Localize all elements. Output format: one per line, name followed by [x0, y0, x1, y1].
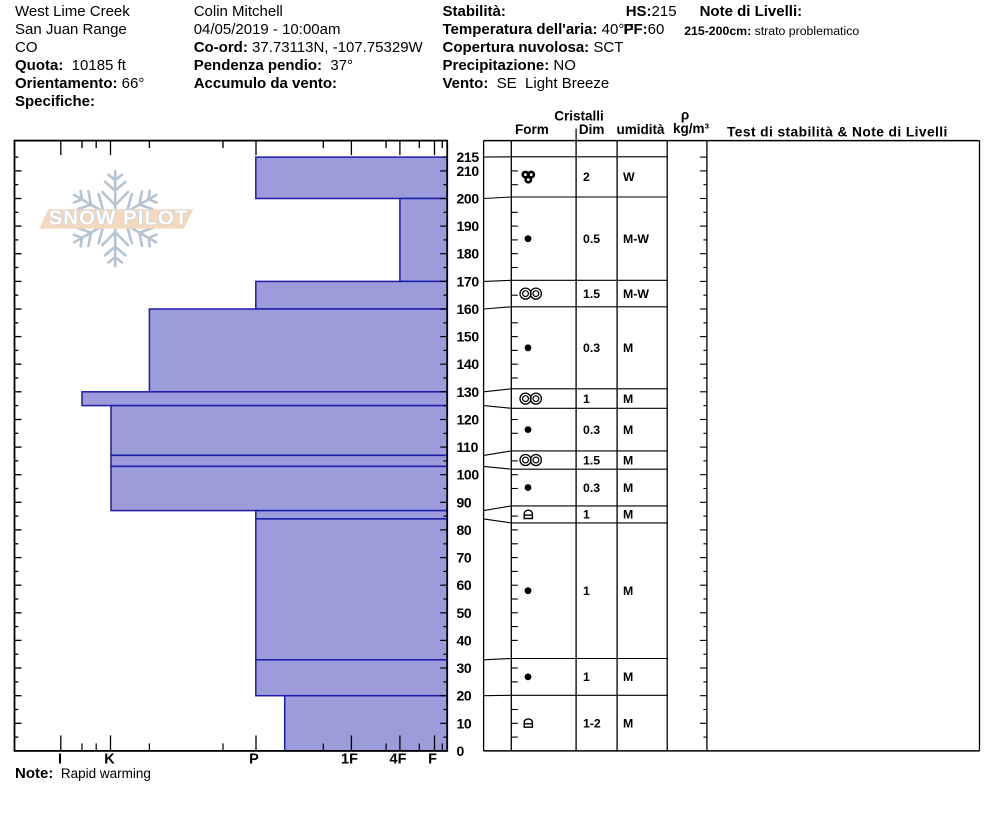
svg-text:M: M	[623, 392, 633, 406]
svg-text:M: M	[623, 508, 633, 522]
svg-text:150: 150	[457, 329, 480, 345]
svg-text:0.3: 0.3	[583, 341, 600, 355]
svg-text:M: M	[623, 481, 633, 495]
svg-text:F: F	[428, 752, 437, 768]
svg-text:40: 40	[457, 632, 472, 648]
svg-text:110: 110	[457, 439, 479, 455]
svg-text:1: 1	[583, 584, 590, 598]
svg-text:90: 90	[457, 494, 472, 510]
svg-text:P: P	[249, 752, 259, 768]
svg-text:M-W: M-W	[623, 287, 649, 301]
svg-text:1: 1	[583, 670, 590, 684]
svg-text:20: 20	[457, 688, 472, 704]
svg-text:I: I	[58, 752, 62, 768]
svg-text:M: M	[623, 341, 633, 355]
svg-text:160: 160	[457, 301, 480, 317]
svg-text:170: 170	[457, 273, 480, 289]
svg-text:120: 120	[457, 412, 480, 428]
svg-text:SNOW PILOT: SNOW PILOT	[49, 207, 189, 230]
svg-text:210: 210	[457, 163, 480, 179]
svg-text:0.3: 0.3	[583, 481, 600, 495]
svg-text:10: 10	[457, 715, 472, 731]
svg-text:190: 190	[457, 218, 480, 234]
svg-text:4F: 4F	[390, 752, 407, 768]
svg-text:1: 1	[583, 392, 590, 406]
svg-text:70: 70	[457, 550, 472, 566]
svg-text:M: M	[623, 584, 633, 598]
svg-text:180: 180	[457, 246, 480, 262]
svg-text:130: 130	[457, 384, 480, 400]
svg-text:200: 200	[457, 191, 480, 207]
svg-text:ρ: ρ	[681, 108, 689, 123]
svg-text:50: 50	[457, 605, 472, 621]
svg-text:80: 80	[457, 522, 472, 538]
svg-text:1F: 1F	[341, 752, 358, 768]
svg-text:1.5: 1.5	[583, 287, 600, 301]
svg-text:umidità: umidità	[616, 122, 664, 137]
svg-text:140: 140	[457, 356, 480, 372]
svg-text:M: M	[623, 716, 633, 730]
svg-text:M-W: M-W	[623, 232, 649, 246]
svg-text:30: 30	[457, 660, 472, 676]
svg-text:0.3: 0.3	[583, 423, 600, 437]
svg-text:kg/m³: kg/m³	[673, 121, 710, 136]
svg-text:100: 100	[457, 467, 480, 483]
svg-text:M: M	[623, 670, 633, 684]
svg-text:0.5: 0.5	[583, 232, 600, 246]
svg-text:1-2: 1-2	[583, 716, 601, 730]
svg-text:Cristalli: Cristalli	[554, 109, 604, 124]
svg-text:K: K	[104, 752, 115, 768]
svg-text:60: 60	[457, 577, 472, 593]
svg-text:215: 215	[457, 149, 480, 165]
svg-text:Test di stabilità & Note di Li: Test di stabilità & Note di Livelli	[727, 124, 948, 139]
svg-text:0: 0	[457, 743, 465, 759]
svg-text:1: 1	[583, 508, 590, 522]
svg-text:2: 2	[583, 170, 590, 184]
svg-text:W: W	[623, 170, 635, 184]
svg-text:M: M	[623, 423, 633, 437]
svg-text:M: M	[623, 453, 633, 467]
svg-text:Dim: Dim	[579, 122, 605, 137]
svg-text:Form: Form	[515, 122, 549, 137]
svg-text:1.5: 1.5	[583, 453, 600, 467]
